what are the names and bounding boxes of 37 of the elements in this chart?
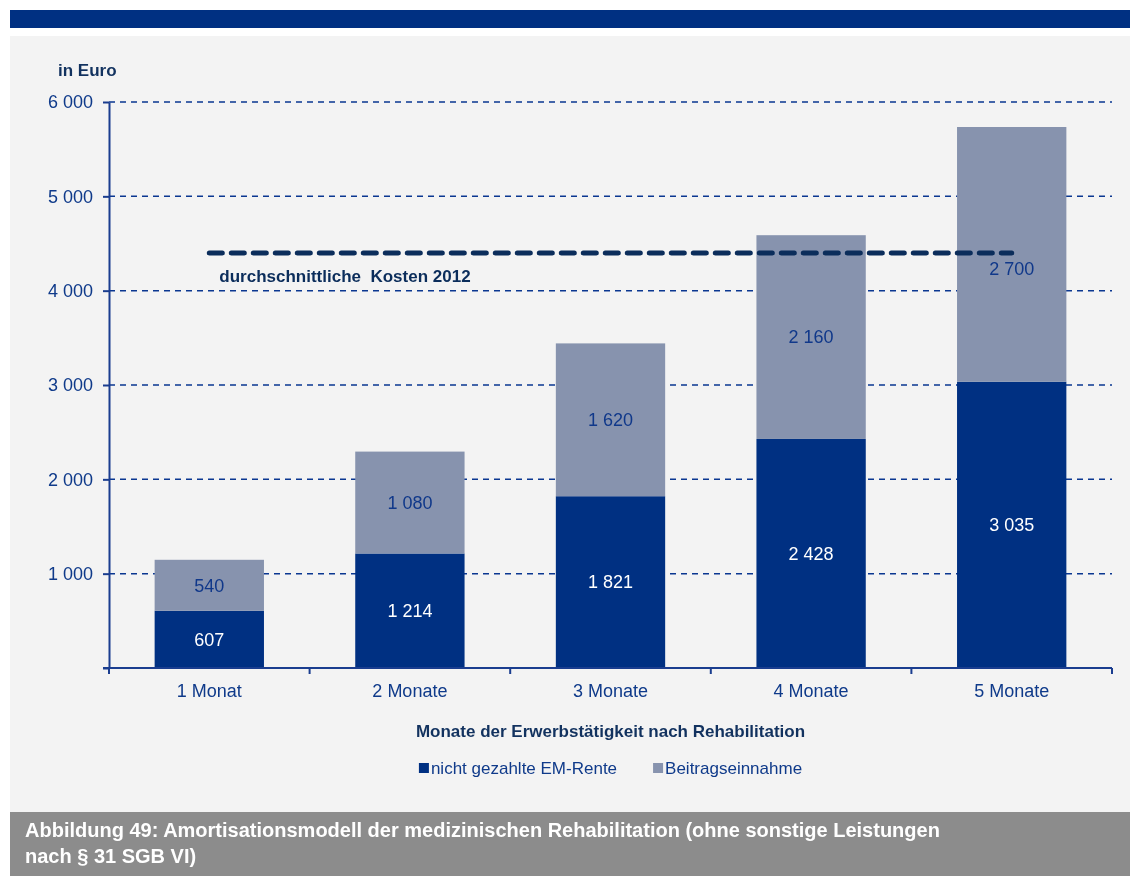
legend-label: nicht gezahlte EM-Rente	[430, 758, 618, 778]
bar	[555, 496, 666, 668]
bar	[154, 610, 264, 668]
bar	[355, 553, 465, 668]
bar	[957, 381, 1067, 668]
data-label: 1 620	[587, 410, 634, 431]
bar	[154, 559, 264, 611]
data-label: 3 035	[989, 515, 1035, 536]
bar	[355, 451, 465, 554]
y-tick-label: 2 000	[47, 469, 93, 490]
x-tick-label: 4 Monate	[773, 680, 849, 701]
bar	[555, 343, 666, 497]
text: Abbildung 49: Amortisationsmodell der medizinischen Rehabilitation (ohne sonstige Leistungen nach § 31 SGB VI)	[10, 812, 1130, 876]
x-tick-label: 5 Monate	[974, 680, 1050, 701]
x-tick-label: 3 Monate	[572, 680, 649, 701]
data-label: 2 428	[788, 543, 834, 564]
data-label: 1 214	[387, 601, 433, 622]
bar	[756, 235, 866, 439]
data-label: 540	[194, 575, 225, 596]
y-tick-label: 1 000	[47, 563, 93, 584]
y-tick-label: 3 000	[47, 375, 93, 396]
data-label: 607	[194, 629, 225, 650]
data-label: 2 700	[989, 259, 1035, 280]
y-tick-label: 6 000	[47, 92, 93, 113]
y-axis-title: in Euro	[58, 61, 117, 80]
bar	[957, 127, 1067, 382]
y-tick-label: 5 000	[47, 186, 93, 207]
bar	[756, 438, 866, 668]
x-tick-label: 2 Monate	[372, 680, 448, 701]
x-tick-label: 1 Monat	[176, 680, 242, 701]
data-label: 1 080	[387, 492, 433, 513]
y-tick-label: 4 000	[47, 280, 93, 301]
data-label: 2 160	[788, 327, 834, 348]
ref-line-label: durchschnittliche Kosten 2012	[219, 266, 471, 286]
legend-label: Beitragseinnahme	[665, 758, 803, 778]
x-axis-title: Monate der Erwerbstätigkeit nach Rehabilitation	[415, 722, 806, 741]
data-label: 1 821	[587, 572, 634, 593]
